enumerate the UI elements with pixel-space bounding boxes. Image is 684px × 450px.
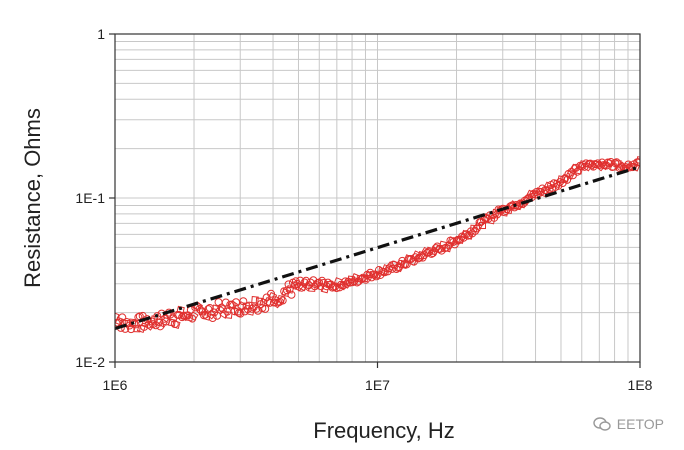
data-point-marker [525,189,536,200]
data-point-marker [217,303,226,312]
data-point-marker [277,294,286,304]
data-point-marker [318,276,327,285]
data-point-marker [248,304,257,313]
data-point-marker [470,224,478,233]
data-point-marker [124,319,132,328]
data-point-marker [188,311,199,321]
data-point-marker [253,306,262,315]
y-axis-label: Resistance, Ohms [20,108,45,288]
data-point-marker [156,322,165,331]
data-point-marker [543,181,553,191]
data-point-marker [224,311,233,319]
grid [115,34,640,362]
data-point-marker [464,230,474,240]
watermark: EETOP [593,416,664,432]
data-point-marker [283,286,292,295]
data-point-marker [259,297,269,307]
data-point-marker [456,235,466,245]
ticks: 1E6 1E7 1E8 1E-2 1E-1 1 [75,26,652,393]
wechat-icon [593,417,611,431]
data-point-marker [251,296,259,304]
data-point-marker [118,313,127,322]
data-point-marker [460,229,470,240]
data-point-marker [496,207,504,215]
data-point-marker [204,305,213,314]
data-point-marker [178,313,187,322]
data-point-marker [574,166,584,175]
data-point-marker [487,216,496,225]
x-tick-label: 1E7 [365,377,390,393]
data-point-marker [218,305,227,314]
x-axis-label: Frequency, Hz [313,418,454,443]
data-point-marker [372,272,381,281]
data-point-marker [635,156,640,165]
data-point-marker [308,284,316,292]
data-point-marker [153,312,162,321]
data-point-marker [228,300,238,310]
data-point-marker [287,290,296,299]
x-tick-label: 1E8 [628,377,653,393]
data-point-marker [267,291,278,302]
fit-line [115,165,640,331]
data-point-marker [569,163,580,174]
data-point-marker [348,278,357,287]
data-point-marker [392,265,401,274]
data-point-marker [236,309,245,318]
data-point-marker [278,296,287,305]
data-point-marker [370,270,379,279]
data-point-marker [479,222,486,230]
data-point-marker [171,320,181,329]
data-point-marker [136,324,146,333]
x-tick-label: 1E6 [103,377,128,393]
data-point-marker [289,281,299,291]
data-point-marker [133,325,141,333]
data-point-marker [134,313,143,322]
data-point-marker [634,158,640,167]
data-layer [115,156,640,334]
y-tick-label: 1E-1 [75,190,105,206]
data-point-marker [261,304,270,313]
data-point-marker [433,244,444,255]
y-tick-label: 1E-2 [75,354,105,370]
data-point-marker [512,201,521,210]
data-point-marker [429,246,440,256]
data-point-marker [115,316,124,326]
data-point-marker [252,304,261,313]
y-tick-label: 1 [97,26,105,42]
watermark-text: EETOP [616,416,664,432]
data-point-marker [208,314,217,323]
data-point-marker [269,298,278,307]
